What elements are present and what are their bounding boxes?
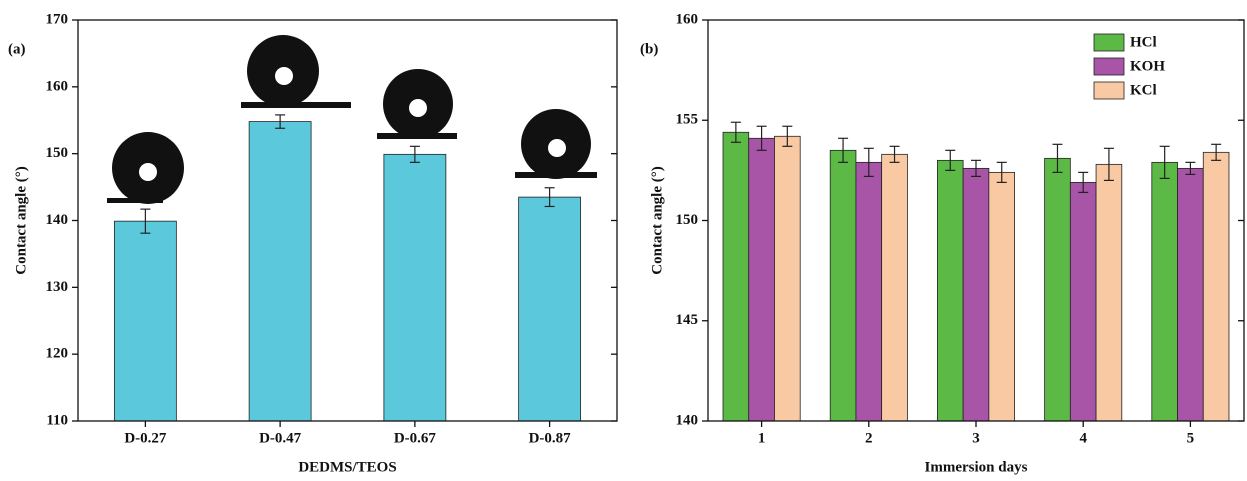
bar xyxy=(774,136,800,421)
droplet-highlight xyxy=(275,67,293,85)
bar xyxy=(519,197,581,421)
bar xyxy=(989,172,1015,421)
bar xyxy=(882,154,908,421)
panel-label: (b) xyxy=(640,41,658,57)
y-tick-label: 170 xyxy=(46,11,69,27)
bar xyxy=(1203,152,1229,421)
y-tick-label: 150 xyxy=(676,212,699,228)
y-tick-label: 145 xyxy=(676,312,699,328)
droplet-highlight xyxy=(548,139,566,157)
y-tick-label: 110 xyxy=(46,412,68,428)
y-tick-label: 140 xyxy=(46,212,69,228)
bar xyxy=(1070,182,1096,421)
y-axis-title: Contact angle (°) xyxy=(13,166,29,274)
bar xyxy=(963,168,989,421)
x-tick-label: D-0.27 xyxy=(124,430,167,446)
bar xyxy=(1152,162,1178,421)
legend-label: HCl xyxy=(1130,34,1157,50)
x-tick-label: 5 xyxy=(1187,430,1195,446)
legend-swatch xyxy=(1094,82,1124,99)
bar xyxy=(114,221,176,421)
y-tick-label: 155 xyxy=(676,112,699,128)
y-tick-label: 140 xyxy=(676,412,699,428)
y-axis-title: Contact angle (°) xyxy=(649,166,665,274)
y-tick-label: 150 xyxy=(46,145,69,161)
bar xyxy=(830,150,856,421)
legend-swatch xyxy=(1094,58,1124,75)
legend-label: KCl xyxy=(1130,82,1157,98)
x-tick-label: 4 xyxy=(1079,430,1087,446)
bar xyxy=(856,162,882,421)
legend-label: KOH xyxy=(1130,58,1165,74)
x-axis-title: DEDMS/TEOS xyxy=(298,459,396,475)
bar xyxy=(1178,168,1204,421)
bar xyxy=(749,138,775,421)
droplet-highlight xyxy=(409,99,427,117)
y-tick-label: 160 xyxy=(46,78,69,94)
y-tick-label: 130 xyxy=(46,279,69,295)
x-tick-label: D-0.67 xyxy=(394,430,437,446)
x-tick-label: D-0.47 xyxy=(259,430,302,446)
legend-swatch xyxy=(1094,34,1124,51)
x-axis-title: Immersion days xyxy=(925,459,1028,475)
x-tick-label: 2 xyxy=(865,430,873,446)
x-tick-label: 1 xyxy=(758,430,766,446)
y-tick-label: 160 xyxy=(676,11,699,27)
bar xyxy=(249,122,311,421)
droplet-highlight xyxy=(139,163,157,181)
bar xyxy=(937,160,963,421)
x-tick-label: D-0.87 xyxy=(529,430,572,446)
figure: 110 120 130 140 150 160 170 D-0.27 D-0.47 D-0.67 D… xyxy=(0,0,1247,481)
bar xyxy=(384,154,446,421)
bar xyxy=(1096,164,1122,421)
y-tick-label: 120 xyxy=(46,346,69,362)
x-tick-label: 3 xyxy=(972,430,980,446)
panel-label: (a) xyxy=(8,41,26,57)
bar xyxy=(1045,158,1071,421)
droplet-images xyxy=(107,35,597,204)
bar xyxy=(723,132,749,421)
